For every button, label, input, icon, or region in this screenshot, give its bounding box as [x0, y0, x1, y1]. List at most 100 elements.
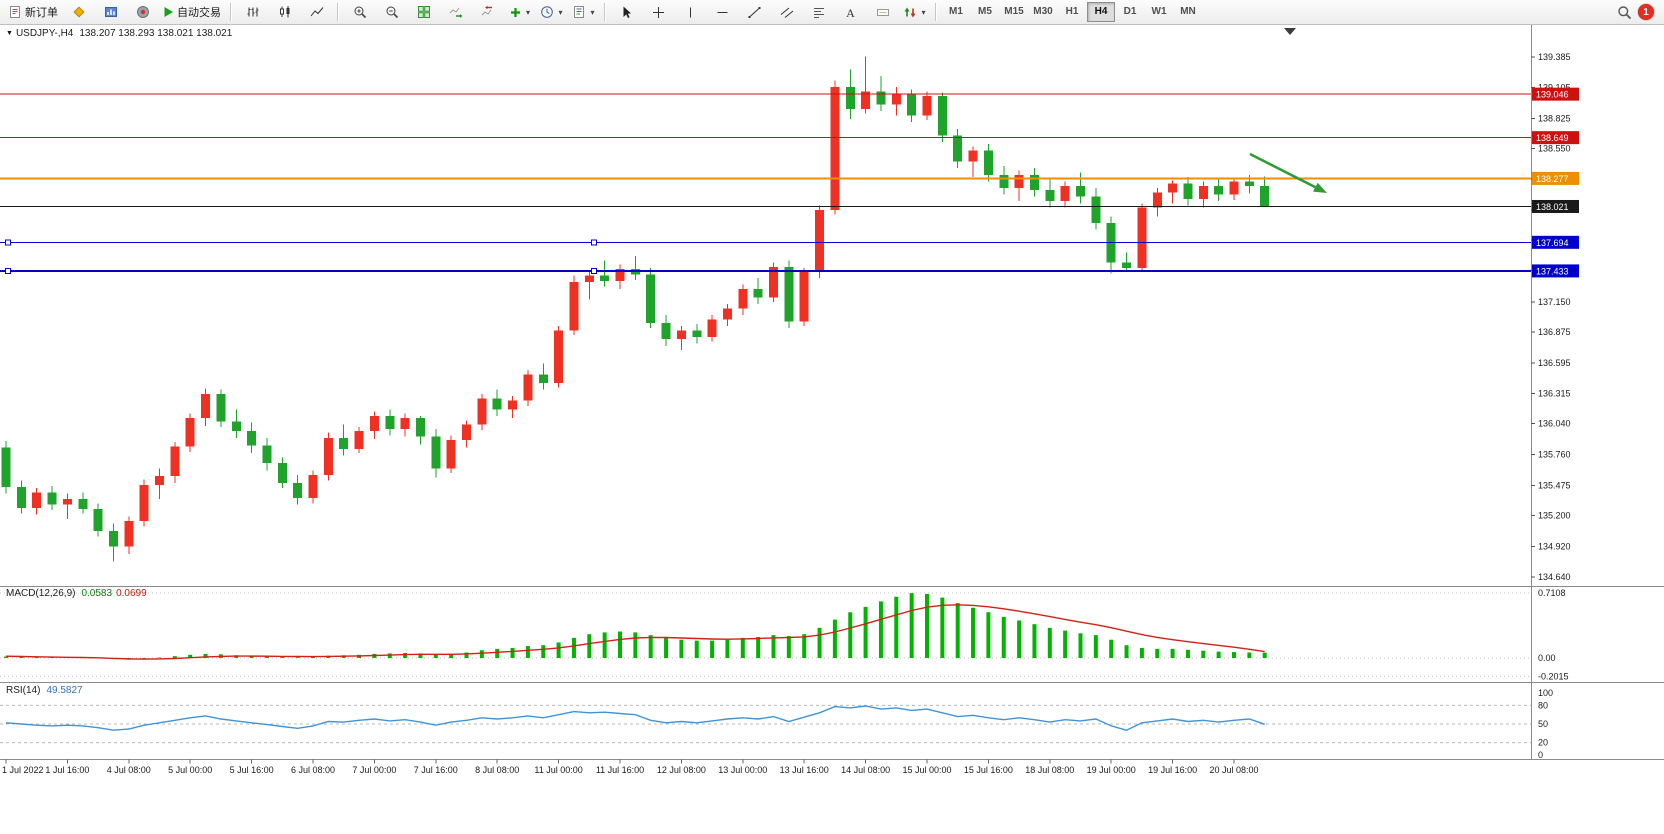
price-tick-label: 136.595 [1538, 358, 1571, 368]
trend-arrow-annotation[interactable] [1249, 152, 1327, 193]
macd-label: MACD(12,26,9) [6, 588, 76, 599]
timeframe-button-m1[interactable]: M1 [949, 6, 963, 17]
indicators-add-button[interactable]: ▾ [504, 1, 535, 24]
chart-collapse-icon[interactable]: ▼ [6, 30, 13, 37]
metaeditor-button[interactable] [63, 1, 94, 24]
price-tick-label: 135.475 [1538, 480, 1571, 490]
candle [78, 499, 88, 510]
notification-badge[interactable]: 1 [1638, 4, 1654, 20]
candle [722, 308, 732, 320]
candle [1, 447, 11, 488]
candle [646, 274, 656, 323]
price-tag-label: 139.046 [1536, 90, 1569, 100]
arrows-tool-button[interactable]: ▾ [899, 1, 930, 24]
zoom-in-icon [353, 5, 367, 19]
text-tool-button[interactable]: A [835, 1, 866, 24]
candle [799, 271, 809, 322]
crosshair-tool-button[interactable] [643, 1, 674, 24]
metaeditor-icon [72, 5, 86, 19]
candle [1152, 192, 1162, 208]
candle [477, 398, 487, 425]
candle [1229, 181, 1239, 195]
chart-shift-marker[interactable] [1284, 28, 1296, 35]
candle [293, 482, 303, 499]
vertical-line-tool-button[interactable] [675, 1, 706, 24]
time-tick-label: 6 Jul 08:00 [291, 765, 335, 775]
candle [308, 475, 318, 499]
time-axis: 1 Jul 2022 1 Jul 16:00 4 Jul 08:00 5 Jul 00… [2, 759, 1259, 775]
fibonacci-tool-button[interactable] [803, 1, 834, 24]
price-tag-label: 138.021 [1536, 202, 1569, 212]
equidistant-channel-tool-button[interactable] [771, 1, 802, 24]
cursor-tool-button[interactable] [611, 1, 642, 24]
candle [600, 275, 610, 282]
candle [185, 418, 195, 447]
timeframe-button-h4[interactable]: H4 [1087, 2, 1115, 22]
zoom-in-button[interactable] [344, 1, 375, 24]
timeframe-button-m5[interactable]: M5 [978, 6, 992, 17]
chart-shift-button[interactable] [472, 1, 503, 24]
line-selection-handle[interactable] [591, 267, 597, 274]
profiles-button[interactable] [95, 1, 126, 24]
toolbar-right-group: 1 [1617, 4, 1660, 20]
price-tick-label: 139.385 [1538, 52, 1571, 62]
text-label-tool-button[interactable] [867, 1, 898, 24]
timeframe-button-m30[interactable]: M30 [1033, 6, 1053, 17]
toolbar-separator [230, 3, 232, 21]
tile-windows-button[interactable] [408, 1, 439, 24]
fibonacci-icon [812, 6, 826, 19]
timeframe-button-w1[interactable]: W1 [1151, 6, 1167, 17]
tile-windows-icon [417, 5, 431, 19]
line-selection-handle[interactable] [5, 267, 11, 274]
periods-button[interactable]: ▾ [536, 1, 567, 24]
macd-signal-value: 0.0699 [116, 588, 147, 599]
time-tick-label: 14 Jul 08:00 [841, 765, 890, 775]
community-button[interactable] [127, 1, 158, 24]
search-icon[interactable] [1617, 5, 1632, 20]
timeframe-button-m15[interactable]: M15 [1004, 6, 1024, 17]
rsi-scale-label: 20 [1538, 738, 1548, 748]
bar-chart-icon [246, 5, 260, 19]
templates-icon [572, 5, 586, 19]
timeframe-button-mn[interactable]: MN [1180, 6, 1196, 17]
new-order-button[interactable]: 新订单 [4, 1, 62, 24]
trendline-tool-button[interactable] [739, 1, 770, 24]
toolbar-separator [604, 3, 606, 21]
new-order-label: 新订单 [25, 7, 58, 19]
candle [615, 269, 625, 282]
macd-header: MACD(12,26,9) 0.0583 0.0699 [6, 588, 147, 599]
bar-chart-mode-button[interactable] [237, 1, 268, 24]
candle [277, 463, 287, 483]
toolbar-separator [935, 3, 937, 21]
candlestick-series [1, 56, 1270, 562]
candle [1076, 185, 1085, 197]
timeframe-button-d1[interactable]: D1 [1123, 6, 1137, 17]
line-selection-handle[interactable] [591, 239, 597, 246]
text-label-icon [876, 6, 890, 19]
dropdown-caret-icon: ▾ [558, 7, 563, 17]
time-tick-label: 15 Jul 16:00 [964, 765, 1013, 775]
candlestick-chart-icon [278, 5, 292, 19]
chart-canvas[interactable]: 139.385139.105138.825138.550138.270137.9… [0, 25, 1664, 834]
line-chart-mode-button[interactable] [301, 1, 332, 24]
timeframe-button-h1[interactable]: H1 [1065, 6, 1079, 17]
auto-scroll-button[interactable] [440, 1, 471, 24]
line-chart-icon [310, 5, 324, 19]
candlestick-mode-button[interactable] [269, 1, 300, 24]
macd-scale-label: 0.7108 [1538, 588, 1566, 598]
templates-button[interactable]: ▾ [568, 1, 599, 24]
line-selection-handle[interactable] [5, 239, 11, 246]
price-tag-label: 138.277 [1536, 174, 1569, 184]
zoom-out-button[interactable] [376, 1, 407, 24]
auto-trading-label: 自动交易 [177, 7, 221, 19]
rsi-value: 49.5827 [46, 685, 83, 696]
auto-trading-button[interactable]: 自动交易 [159, 1, 225, 24]
auto-scroll-icon [449, 5, 463, 19]
horizontal-line-tool-button[interactable] [707, 1, 738, 24]
chart-shift-icon [481, 5, 495, 19]
price-tag [1532, 87, 1579, 101]
candle [201, 393, 211, 419]
candle [569, 282, 579, 331]
candle [983, 150, 993, 175]
candle [661, 322, 671, 340]
